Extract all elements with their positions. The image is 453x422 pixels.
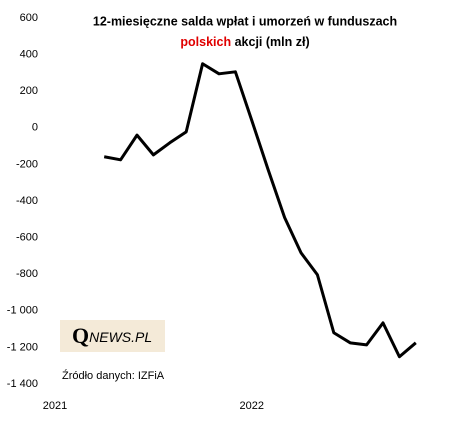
logo-rest: NEWS.PL [89,329,152,345]
y-tick-label: 200 [20,85,38,97]
source: Źródło danych: IZFiA [62,369,165,382]
x-tick-label: 2022 [240,400,264,412]
y-tick-label: -1 200 [7,341,38,353]
y-tick-label: 0 [32,122,38,134]
y-tick-label: -400 [16,195,38,207]
logo: QNEWS.PL [72,323,152,348]
y-tick-label: -600 [16,232,38,244]
chart-title: 12-miesięczne salda wpłat i umorzeń w fu… [93,14,397,28]
logo-box [60,320,165,352]
line [103,62,417,359]
y-tick-label: -1 400 [7,378,38,390]
y-tick-label: -200 [16,158,38,170]
logo-initial: Q [72,323,89,348]
x-tick-label: 2021 [43,400,67,412]
y-tick-label: -1 000 [7,305,38,317]
title-rest: akcji (mln zł) [231,35,310,49]
y-tick-label: -800 [16,268,38,280]
y-tick-label: 600 [20,12,38,24]
title-highlight: polskich [180,35,231,49]
chart-title-line2: polskich akcji (mln zł) [180,35,309,49]
y-tick-label: 400 [20,49,38,61]
